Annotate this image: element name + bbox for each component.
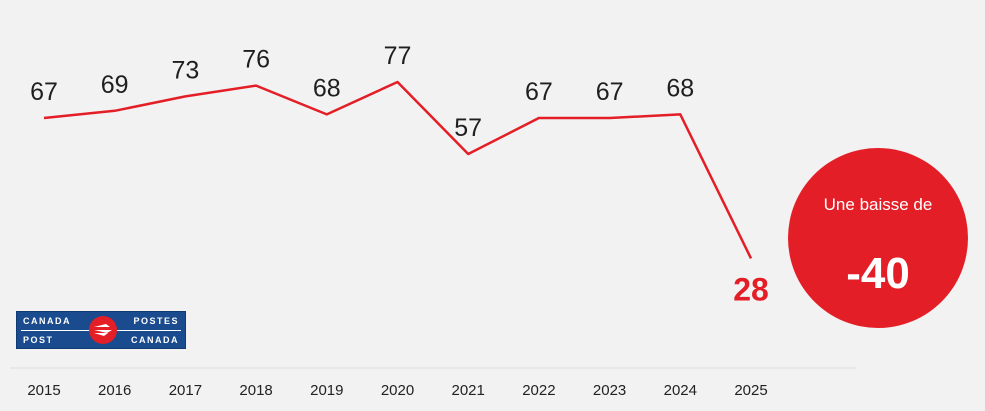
x-axis-tick-labels: 2015 2016 2017 2018 2019 2020 2021 2022 2023 2024… xyxy=(27,382,767,399)
x-tick-label-2023: 2023 xyxy=(593,382,626,399)
data-label-2016: 69 xyxy=(101,71,129,99)
logo-text-postes: POSTES xyxy=(133,316,179,326)
x-tick-label-2025: 2025 xyxy=(734,382,767,399)
x-tick-label-2020: 2020 xyxy=(381,382,414,399)
data-label-2023: 67 xyxy=(596,78,624,106)
x-tick-label-2021: 2021 xyxy=(452,382,485,399)
x-tick-label-2016: 2016 xyxy=(98,382,131,399)
x-tick-label-2022: 2022 xyxy=(522,382,555,399)
x-tick-label-2019: 2019 xyxy=(310,382,343,399)
canada-post-emblem-icon xyxy=(89,316,117,344)
data-label-2022: 67 xyxy=(525,78,553,106)
x-tick-label-2017: 2017 xyxy=(169,382,202,399)
x-tick-label-2024: 2024 xyxy=(664,382,697,399)
series-line xyxy=(43,80,753,259)
logo-text-canada: CANADA xyxy=(23,316,71,326)
data-label-2017: 73 xyxy=(171,56,199,84)
data-label-2018: 76 xyxy=(242,46,270,74)
logo-text-post: POST xyxy=(23,335,54,345)
data-label-2021: 57 xyxy=(454,114,482,142)
x-tick-label-2015: 2015 xyxy=(27,382,60,399)
callout-value: -40 xyxy=(846,249,910,298)
data-label-2024: 68 xyxy=(666,74,694,102)
data-label-2019: 68 xyxy=(313,74,341,102)
data-label-2020: 77 xyxy=(384,42,412,70)
data-label-2025: 28 xyxy=(733,271,769,307)
data-label-2015: 67 xyxy=(30,78,58,106)
logo-text-canada-fr: CANADA xyxy=(131,335,179,345)
x-tick-label-2018: 2018 xyxy=(239,382,272,399)
callout-text: Une baisse de xyxy=(823,195,933,214)
decline-callout: Une baisse de -40 xyxy=(788,148,968,328)
value-labels: 67 69 73 76 68 77 57 67 67 68 28 xyxy=(30,42,769,307)
canada-post-logo: CANADA POST POSTES CANADA xyxy=(16,311,186,349)
